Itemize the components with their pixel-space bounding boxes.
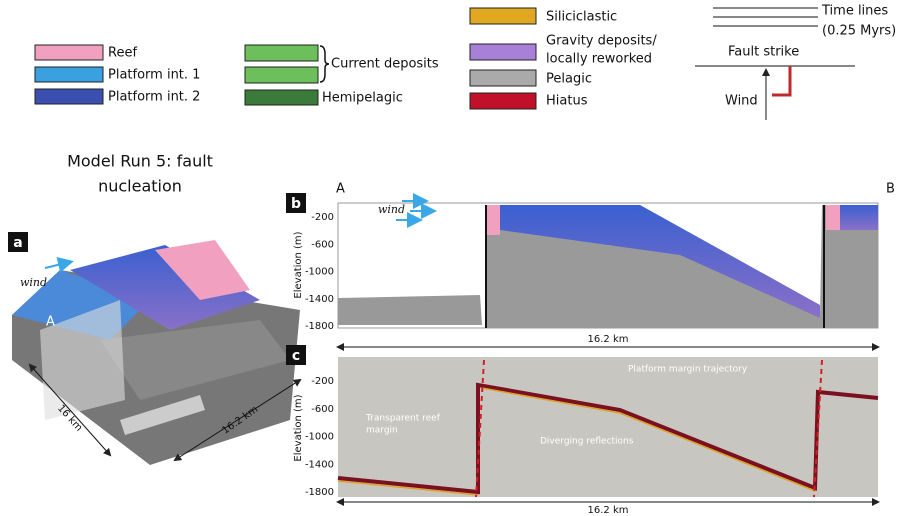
seismic-area bbox=[338, 357, 878, 497]
legend-label: Hiatus bbox=[546, 94, 588, 109]
legend-label: Wind bbox=[725, 94, 758, 109]
y-tick-label: -1800 bbox=[305, 321, 334, 332]
axis-label: Elevation (m) bbox=[293, 394, 304, 461]
dimension-label: 16.2 km bbox=[588, 505, 629, 516]
wind-arrow bbox=[45, 262, 70, 268]
basin-fill bbox=[338, 295, 482, 325]
legend-label: Reef bbox=[108, 46, 137, 61]
dimension-label: 16.2 km bbox=[588, 334, 629, 345]
y-tick-label: -600 bbox=[311, 404, 334, 415]
swatch bbox=[35, 89, 103, 104]
legend-label: Platform int. 2 bbox=[108, 90, 200, 105]
legend-label: Gravity deposits/ bbox=[546, 34, 657, 49]
y-tick-label: -1400 bbox=[305, 294, 334, 305]
legend-label: Time lines bbox=[821, 4, 888, 19]
panel-c: c Platform margin trajectory Transparent… bbox=[286, 345, 878, 516]
y-tick-label: -1800 bbox=[305, 487, 334, 498]
annotation: wind bbox=[378, 203, 405, 216]
y-tick-label: -600 bbox=[311, 239, 334, 250]
annotation: Diverging reflections bbox=[540, 437, 634, 447]
annotation: Transparent reef bbox=[365, 414, 441, 424]
panel-a: a wind A B 16 km 16.2 km bbox=[8, 232, 300, 465]
legend-label: Pelagic bbox=[546, 72, 592, 87]
legend-label: Fault strike bbox=[728, 45, 799, 60]
annotation: A bbox=[336, 182, 345, 197]
annotation: Platform margin trajectory bbox=[628, 365, 748, 375]
panel-label: a bbox=[13, 235, 22, 251]
fault-symbol bbox=[772, 66, 790, 95]
swatch bbox=[470, 70, 536, 86]
y-tick-label: -200 bbox=[311, 212, 334, 223]
axis-label: Elevation (m) bbox=[293, 231, 304, 298]
swatch bbox=[35, 67, 103, 82]
ticks: -200 -600 -1000 -1400 -1800 bbox=[305, 212, 334, 332]
y-tick-label: -1400 bbox=[305, 459, 334, 470]
swatch bbox=[245, 67, 318, 83]
panel-b: b A B wind Elevation (m) -200 -600 -1000 -1… bbox=[286, 182, 895, 348]
swatch bbox=[470, 93, 536, 109]
legend: Reef Platform int. 1 Platform int. 2 Cur… bbox=[35, 4, 896, 121]
swatch bbox=[245, 90, 318, 105]
annotation: margin bbox=[366, 426, 398, 436]
legend-label: (0.25 Myrs) bbox=[822, 24, 896, 39]
y-tick-label: -1000 bbox=[305, 432, 334, 443]
reef bbox=[486, 205, 500, 235]
swatch bbox=[470, 44, 536, 60]
legend-label: Siliciclastic bbox=[546, 10, 617, 25]
legend-label: Current deposits bbox=[331, 57, 439, 72]
legend-label: locally reworked bbox=[546, 52, 652, 67]
figure: Reef Platform int. 1 Platform int. 2 Cur… bbox=[0, 0, 906, 516]
legend-label: Platform int. 1 bbox=[108, 68, 200, 83]
annotation: A bbox=[46, 315, 55, 330]
annotation: wind bbox=[20, 276, 47, 289]
swatch bbox=[470, 8, 536, 24]
title: nucleation bbox=[98, 177, 182, 196]
panel-label: b bbox=[291, 196, 301, 212]
reef bbox=[826, 205, 840, 230]
title: Model Run 5: fault bbox=[67, 152, 213, 171]
y-tick-label: -1000 bbox=[305, 267, 334, 278]
y-tick-label: -200 bbox=[311, 376, 334, 387]
legend-label: Hemipelagic bbox=[322, 91, 403, 106]
panel-label: c bbox=[292, 348, 300, 364]
swatch bbox=[245, 45, 318, 61]
annotation: B bbox=[886, 182, 895, 197]
annotation: B bbox=[236, 255, 245, 270]
brace bbox=[320, 46, 329, 82]
ticks: -200 -600 -1000 -1400 -1800 bbox=[305, 376, 334, 498]
swatch bbox=[35, 45, 103, 60]
